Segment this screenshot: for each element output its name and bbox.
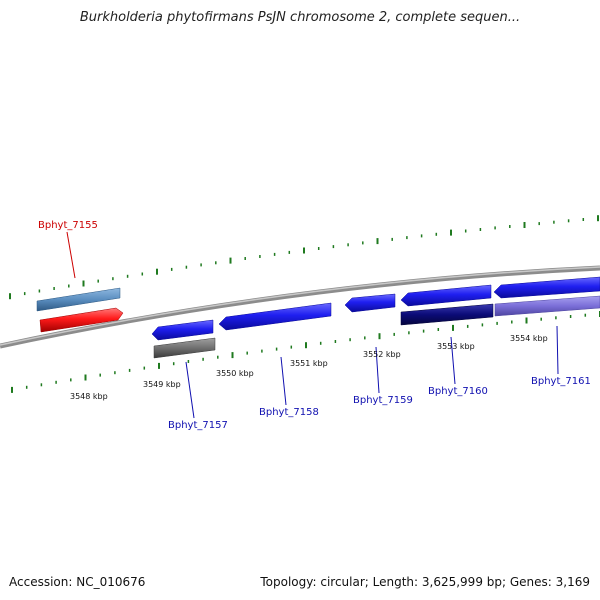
gene-feature-bphyt-7161-lower[interactable] xyxy=(494,295,600,317)
leader-line-bphyt-7160 xyxy=(450,336,456,385)
gene-feature-bphyt-7155-upper[interactable] xyxy=(36,287,121,312)
scale-label: 3552 kbp xyxy=(363,350,401,359)
gene-label-bphyt-7160[interactable]: Bphyt_7160 xyxy=(428,386,488,397)
map-title: Burkholderia phytofirmans PsJN chromosom… xyxy=(79,10,521,25)
gene-label-bphyt-7159[interactable]: Bphyt_7159 xyxy=(353,395,413,406)
gene-feature-bphyt-7161[interactable] xyxy=(493,276,600,299)
gene-feature-bphyt-7160-lower[interactable] xyxy=(400,303,494,326)
genome-backbone-highlight xyxy=(0,266,600,346)
gene-feature-bphyt-7158[interactable] xyxy=(218,302,332,331)
gene-label-bphyt-7161[interactable]: Bphyt_7161 xyxy=(531,376,591,387)
leader-line-bphyt-7158 xyxy=(280,356,287,406)
scale-label: 3548 kbp xyxy=(70,392,108,401)
leader-line-bphyt-7155 xyxy=(66,231,76,279)
gene-feature-bphyt-7157[interactable] xyxy=(151,319,214,341)
scale-label: 3554 kbp xyxy=(510,334,548,343)
scale-label: 3551 kbp xyxy=(290,359,328,368)
scale-label: 3553 kbp xyxy=(437,342,475,351)
gene-feature-bphyt-7155[interactable] xyxy=(39,307,124,333)
gene-feature-bphyt-7157-lower[interactable] xyxy=(153,337,216,359)
leader-line-bphyt-7157 xyxy=(185,361,195,419)
leader-line-bphyt-7161 xyxy=(556,325,559,375)
lower-tick-row xyxy=(11,311,600,393)
accession-text: Accession: NC_010676 xyxy=(9,575,146,589)
gene-feature-bphyt-7159[interactable] xyxy=(344,293,396,313)
gene-label-bphyt-7155[interactable]: Bphyt_7155 xyxy=(38,220,98,231)
gene-label-bphyt-7157[interactable]: Bphyt_7157 xyxy=(168,420,228,431)
genome-backbone xyxy=(0,265,600,349)
gene-feature-bphyt-7160[interactable] xyxy=(400,284,492,307)
upper-tick-row xyxy=(9,215,599,300)
scale-label: 3549 kbp xyxy=(143,380,181,389)
scale-label: 3550 kbp xyxy=(216,369,254,378)
leader-line-bphyt-7159 xyxy=(375,346,380,394)
gene-label-bphyt-7158[interactable]: Bphyt_7158 xyxy=(259,407,319,418)
genome-summary-text: Topology: circular; Length: 3,625,999 bp… xyxy=(260,575,590,589)
